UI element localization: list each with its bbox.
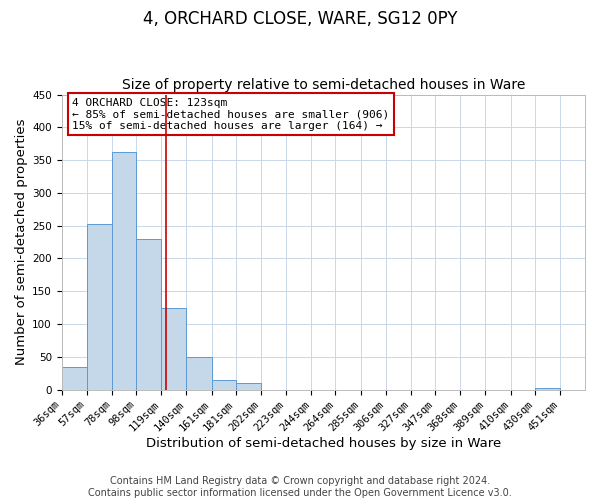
Bar [87,224,112,390]
Bar [136,239,161,390]
Bar [236,383,261,390]
Bar [187,356,212,390]
Text: Contains HM Land Registry data © Crown copyright and database right 2024.
Contai: Contains HM Land Registry data © Crown c… [88,476,512,498]
Bar [535,388,560,390]
Y-axis label: Number of semi-detached properties: Number of semi-detached properties [15,119,28,366]
Bar [161,308,187,390]
Bar [112,152,136,390]
Text: 4, ORCHARD CLOSE, WARE, SG12 0PY: 4, ORCHARD CLOSE, WARE, SG12 0PY [143,10,457,28]
X-axis label: Distribution of semi-detached houses by size in Ware: Distribution of semi-detached houses by … [146,437,501,450]
Bar [212,380,236,390]
Title: Size of property relative to semi-detached houses in Ware: Size of property relative to semi-detach… [122,78,525,92]
Text: 4 ORCHARD CLOSE: 123sqm
← 85% of semi-detached houses are smaller (906)
15% of s: 4 ORCHARD CLOSE: 123sqm ← 85% of semi-de… [72,98,389,130]
Bar [62,366,87,390]
